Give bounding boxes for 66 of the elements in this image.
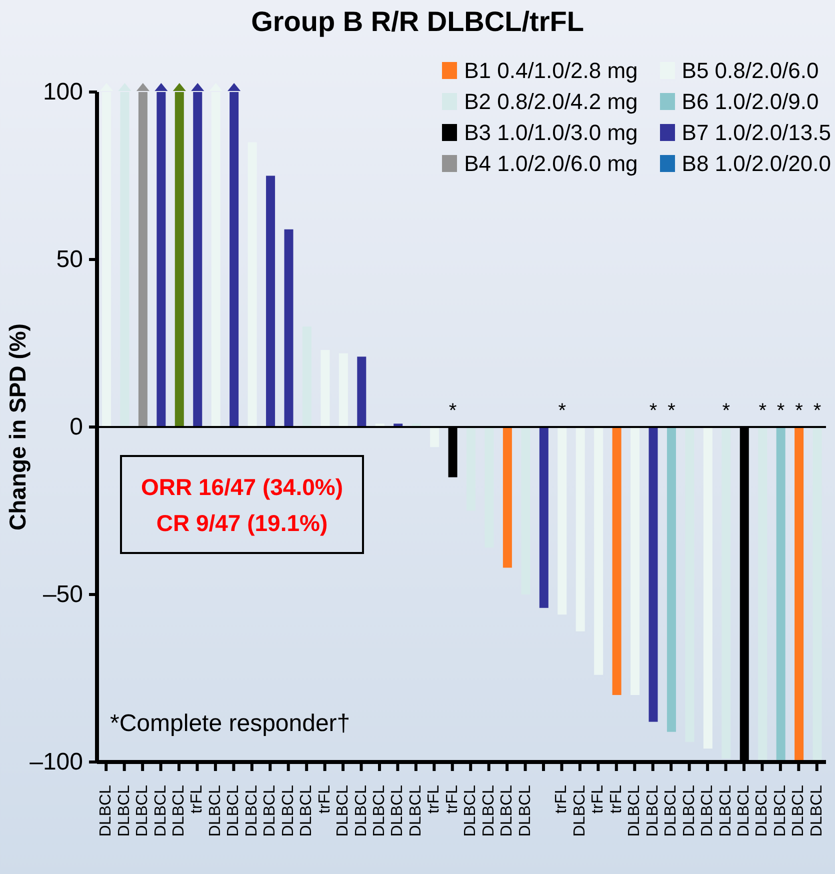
data-label: *	[649, 400, 658, 422]
annotation: ORR 16/47 (34.0%)	[141, 472, 343, 502]
x-tick-label: DLBCL	[699, 784, 716, 837]
x-tick-label: DLBCL	[98, 784, 115, 837]
data-label: *	[448, 400, 457, 422]
x-tick-label: DLBCL	[754, 784, 771, 837]
y-tick-label: –100	[30, 748, 83, 776]
x-tick-label: DLBCL	[152, 784, 170, 837]
x-tick-label: DLBCL	[571, 784, 588, 837]
x-tick-label: DLBCL	[480, 784, 498, 837]
legend-label: B3 1.0/1.0/3.0 mg	[464, 120, 638, 146]
x-tick-label: DLBCL	[262, 784, 279, 837]
x-tick-label: DLBCL	[407, 784, 424, 837]
x-tick-label: DLBCL	[170, 784, 188, 837]
x-tick-label: DLBCL	[352, 784, 370, 837]
y-tick-label: 0	[70, 414, 83, 440]
y-tick-label: 50	[56, 246, 83, 273]
x-tick-label: DLBCL	[717, 784, 734, 837]
y-axis-title: Change in SPD (%)	[4, 323, 32, 531]
x-tick-label: DLBCL	[206, 784, 224, 837]
chart-title: Group B R/R DLBCL/trFL	[250, 6, 585, 38]
y-tick-label: 100	[42, 78, 83, 106]
legend-label: B6 1.0/2.0/9.0	[682, 88, 819, 114]
x-tick-label: trFL	[426, 784, 443, 814]
legend-label: B4 1.0/2.0/6.0 mg	[464, 150, 638, 176]
x-tick-label: DLBCL	[735, 784, 752, 837]
data-label: *	[558, 400, 566, 422]
legend-label: B5 0.8/2.0/6.0	[682, 58, 819, 84]
x-tick-label: DLBCL	[662, 784, 680, 837]
legend-label: B8 1.0/2.0/20.0	[682, 150, 831, 176]
data-label: *	[668, 400, 676, 422]
data-label: *	[795, 400, 804, 422]
x-tick-label: DLBCL	[644, 784, 662, 837]
x-tick-label: DLBCL	[116, 784, 133, 837]
x-tick-label: DLBCL	[498, 784, 516, 837]
x-tick-label: DLBCL	[134, 784, 152, 837]
x-tick-label: DLBCL	[462, 784, 480, 837]
data-label: *	[758, 400, 767, 422]
x-tick-label: trFL	[553, 784, 570, 814]
x-tick-label: DLBCL	[626, 784, 644, 837]
legend-label: B2 0.8/2.0/4.2 mg	[464, 88, 638, 114]
x-tick-label: DLBCL	[772, 784, 789, 837]
data-label: *	[776, 400, 785, 422]
annotation: *Complete responder†	[110, 710, 350, 738]
x-tick-label: DLBCL	[334, 784, 352, 837]
legend-label: B7 1.0/2.0/13.5	[682, 120, 831, 146]
x-tick-label: DLBCL	[389, 784, 406, 837]
x-tick-label: trFL	[444, 784, 461, 814]
x-tick-label: DLBCL	[298, 784, 316, 837]
data-label: *	[722, 400, 730, 422]
annotation: CR 9/47 (19.1%)	[156, 508, 328, 538]
y-tick-label: –50	[42, 581, 83, 608]
x-tick-label: DLBCL	[790, 784, 808, 837]
x-tick-label: DLBCL	[243, 784, 260, 837]
data-label: *	[813, 400, 822, 422]
x-tick-label: DLBCL	[225, 784, 242, 837]
x-tick-label: trFL	[608, 784, 625, 814]
x-tick-label: trFL	[316, 784, 334, 814]
x-tick-label: trFL	[188, 784, 206, 814]
x-tick-label: trFL	[590, 784, 607, 814]
x-tick-label: DLBCL	[370, 784, 388, 837]
x-tick-label: DLBCL	[680, 784, 698, 837]
legend-label: B1 0.4/1.0/2.8 mg	[464, 58, 638, 84]
x-tick-label: DLBCL	[280, 784, 297, 837]
x-tick-label: DLBCL	[516, 784, 534, 837]
x-tick-label: DLBCL	[808, 784, 826, 837]
